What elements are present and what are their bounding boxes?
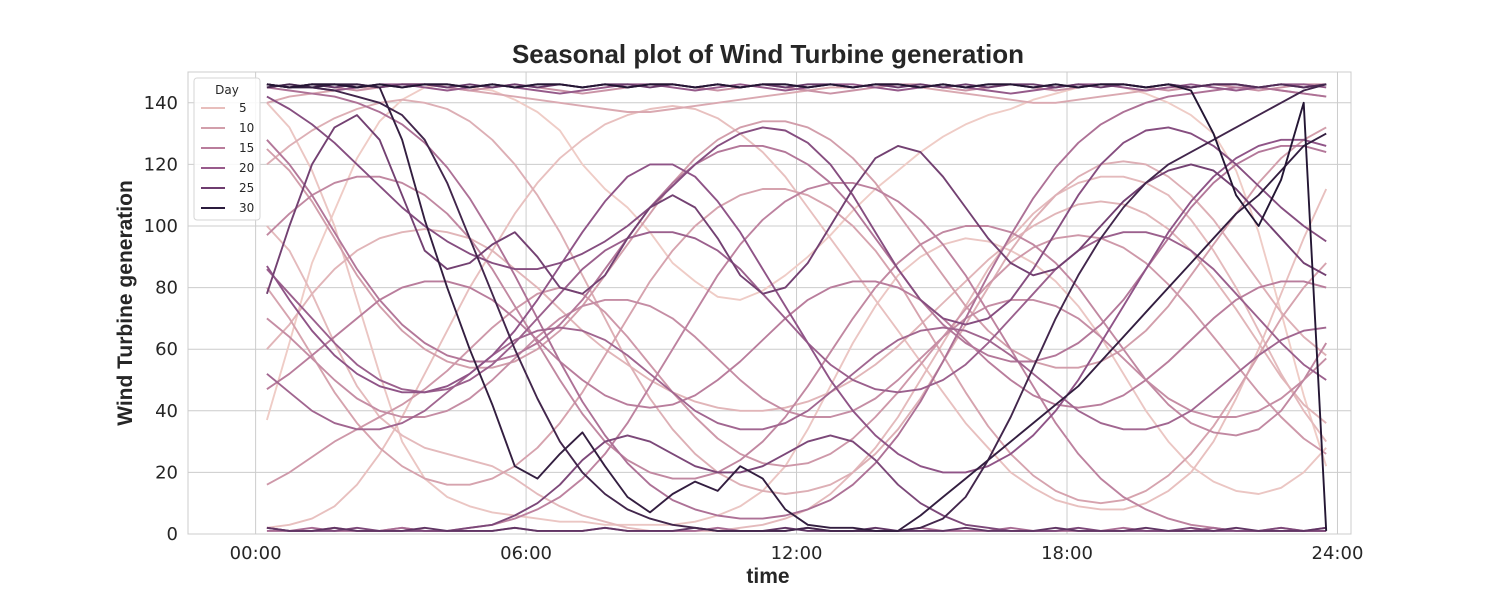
legend-entry-label: 20 bbox=[239, 161, 254, 175]
series-line-day-15 bbox=[266, 280, 1327, 409]
x-tick-label: 24:00 bbox=[1312, 543, 1364, 564]
legend-entry-label: 15 bbox=[239, 141, 254, 155]
y-tick-label: 120 bbox=[144, 154, 178, 175]
legend-title: Day bbox=[215, 83, 239, 97]
series-line-day-31 bbox=[266, 83, 1328, 531]
series-line-day-23 bbox=[266, 95, 1327, 326]
series-line-day-19 bbox=[266, 326, 1327, 431]
legend: Day 5 10 15 20 25 30 bbox=[193, 77, 261, 221]
series-line-day-30 bbox=[266, 83, 1327, 532]
chart-title: Seasonal plot of Wind Turbine generation bbox=[512, 39, 1024, 69]
series-line-day-6 bbox=[266, 98, 1327, 495]
series-line-day-17 bbox=[266, 86, 1327, 520]
series-line-day-21 bbox=[266, 83, 1327, 95]
y-tick-label: 40 bbox=[155, 401, 178, 422]
series-line-day-13 bbox=[266, 175, 1328, 480]
x-tick-label: 06:00 bbox=[500, 543, 552, 564]
series-line-day-9 bbox=[266, 120, 1327, 369]
x-axis-label: time bbox=[746, 565, 789, 588]
series-line-day-8 bbox=[266, 188, 1327, 505]
y-axis-label: Wind Turbine generation bbox=[114, 180, 137, 426]
series-line-day-29 bbox=[266, 83, 1327, 532]
x-tick-label: 00:00 bbox=[230, 543, 282, 564]
series-line-day-4 bbox=[266, 175, 1327, 532]
legend-entry-label: 30 bbox=[239, 201, 254, 215]
y-axis-ticks: 0 20 40 60 80 100 120 140 bbox=[144, 93, 178, 545]
legend-entry-label: 10 bbox=[239, 121, 254, 135]
legend-box bbox=[193, 77, 261, 221]
x-tick-label: 12:00 bbox=[771, 543, 823, 564]
series-line-day-22 bbox=[266, 138, 1327, 474]
y-tick-label: 140 bbox=[144, 93, 178, 114]
series-line-day-20 bbox=[266, 231, 1327, 394]
y-tick-label: 20 bbox=[155, 462, 178, 483]
legend-entry-label: 5 bbox=[239, 101, 247, 115]
series-line-day-10 bbox=[266, 234, 1327, 486]
y-tick-label: 60 bbox=[155, 339, 178, 360]
x-axis-ticks: 00:00 06:00 12:00 18:00 24:00 bbox=[230, 543, 1364, 564]
series-line-day-5 bbox=[266, 200, 1327, 424]
y-tick-label: 100 bbox=[144, 216, 178, 237]
x-tick-label: 18:00 bbox=[1041, 543, 1093, 564]
y-tick-label: 80 bbox=[155, 278, 178, 299]
legend-entry-label: 25 bbox=[239, 181, 254, 195]
series-lines bbox=[265, 83, 1328, 532]
y-tick-label: 0 bbox=[167, 524, 178, 545]
